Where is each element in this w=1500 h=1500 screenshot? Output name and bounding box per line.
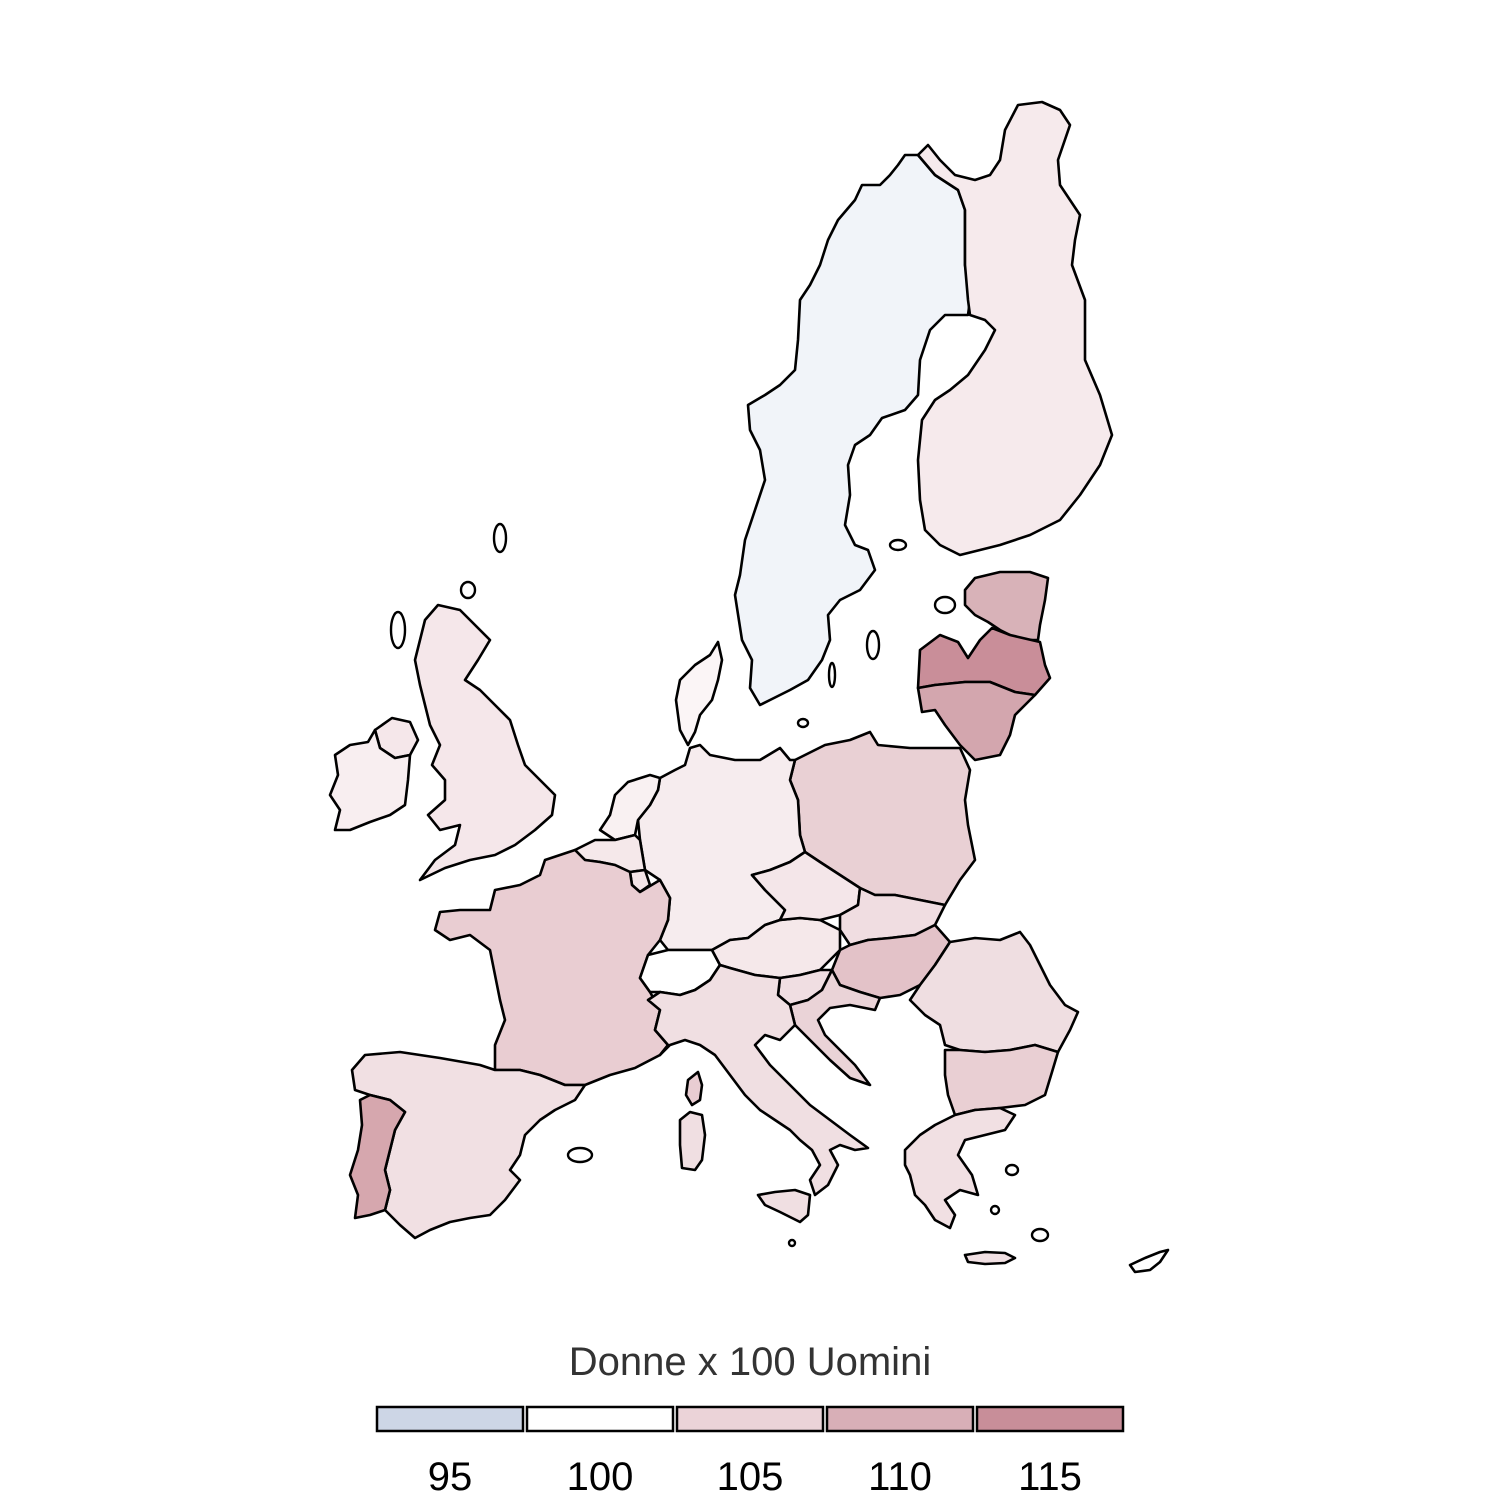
- country-greece-crete: [963, 1250, 1017, 1266]
- legend-tick-110: 110: [868, 1455, 932, 1499]
- country-france: [433, 848, 672, 1087]
- country-cyprus: [1128, 1248, 1170, 1274]
- country-bulgaria: [943, 1043, 1060, 1117]
- legend-tick-95: 95: [428, 1455, 473, 1499]
- country-sweden: [733, 153, 972, 707]
- country-france-corsica: [684, 1070, 704, 1107]
- legend-tick-100: 100: [567, 1455, 634, 1499]
- legend-swatch-115: [975, 1405, 1125, 1433]
- legend-tick-115: 115: [1018, 1455, 1082, 1499]
- country-netherlands: [598, 773, 662, 842]
- legend-bins: 95 100 105 110 115: [375, 1405, 1125, 1499]
- country-italy-sardinia: [678, 1110, 707, 1172]
- country-uk: [413, 603, 557, 882]
- country-romania: [908, 930, 1080, 1054]
- map-legend: Donne x 100 Uomini 95 100 105 110 115: [375, 1340, 1125, 1499]
- island-saaremaa: [933, 595, 957, 615]
- country-finland: [916, 100, 1114, 557]
- island-orkney: [459, 580, 477, 600]
- island-gotland: [865, 629, 881, 661]
- legend-title: Donne x 100 Uomini: [569, 1340, 931, 1384]
- legend-tick-105: 105: [717, 1455, 784, 1499]
- country-denmark: [674, 640, 724, 747]
- island-aegean-3: [989, 1204, 1001, 1216]
- island-oland: [827, 661, 837, 689]
- island-balearic: [566, 1146, 594, 1164]
- legend-swatch-110: [825, 1405, 975, 1433]
- island-hebrides: [389, 610, 407, 650]
- map-small-islands: [389, 522, 1050, 1248]
- island-bornholm: [796, 717, 810, 729]
- country-croatia: [788, 968, 882, 1087]
- country-ireland: [328, 728, 412, 832]
- country-lithuania: [916, 680, 1037, 762]
- country-estonia: [963, 570, 1050, 642]
- island-aegean-1: [1004, 1163, 1020, 1177]
- island-aland: [888, 538, 908, 552]
- country-italy: [646, 963, 870, 1197]
- map-countries: [328, 100, 1170, 1274]
- country-portugal: [348, 1093, 407, 1220]
- island-aegean-2: [1030, 1227, 1050, 1243]
- country-italy-sicily: [756, 1188, 812, 1224]
- country-greece: [903, 1106, 1017, 1230]
- island-malta: [787, 1238, 797, 1248]
- island-shetland: [492, 522, 508, 554]
- legend-swatch-95: [375, 1405, 525, 1433]
- legend-swatch-100: [525, 1405, 675, 1433]
- legend-swatch-105: [675, 1405, 825, 1433]
